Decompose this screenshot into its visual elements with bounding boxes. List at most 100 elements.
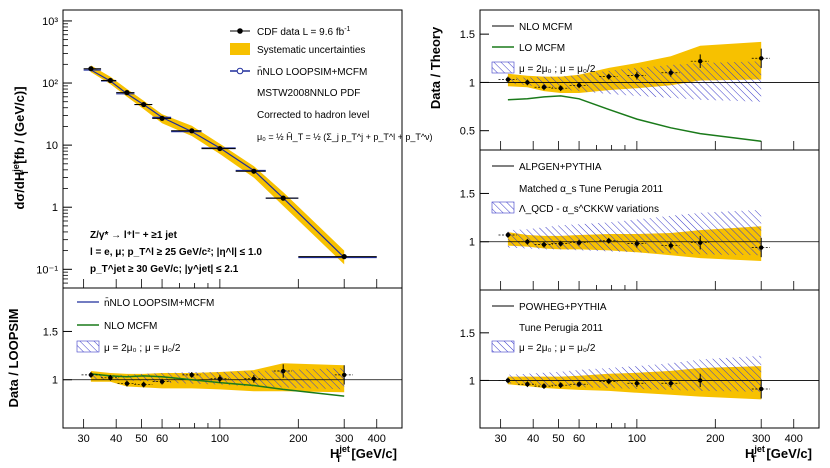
ratio-right-middle-point-0 [505, 232, 511, 238]
ratio-right-upper-ytick-label-2: 1.5 [460, 29, 475, 41]
main-ytick-label-4: 10³ [42, 16, 58, 28]
ratio-left-point-0 [88, 372, 94, 378]
main-ytick-label-1: 1 [52, 202, 58, 214]
ratio-right-upper-point-1 [525, 80, 530, 85]
ratio-right-middle-plot [480, 209, 819, 261]
ratio-right-upper-lo-curve [507, 95, 762, 143]
legend-cdf-marker [237, 28, 243, 34]
ratio-right-middle-point-5 [606, 238, 611, 243]
ratio-right-lower-ytick-label-0: 1 [469, 375, 475, 387]
ratio-left-point-1 [108, 375, 113, 380]
legend-ru-scale-label: μ = 2μ₀ ; μ = μ₀/2 [519, 64, 596, 75]
ratio-right-lower-point-3 [558, 382, 563, 388]
x-tick-label-right-5: 200 [706, 433, 724, 445]
data-point-9 [341, 254, 347, 260]
ratio-right-lower-point-4 [576, 382, 582, 387]
x-tick-label-left-4: 100 [211, 433, 229, 445]
main-syst-band [90, 65, 345, 265]
ratio-right-upper-point-0 [505, 77, 511, 82]
x-tick-label-left-3: 60 [156, 433, 168, 445]
legend-syst-label: Systematic uncertainties [257, 45, 365, 56]
legend-rl-scale-label: μ = 2μ₀ ; μ = μ₀/2 [519, 343, 596, 354]
cuts-box: Z/γ* → l⁺l⁻ + ≥1 jet l = e, μ; p_T^l ≥ 2… [90, 230, 262, 275]
x-axis-title-left: Hjet T [GeV/c] [330, 444, 397, 464]
data-point-0 [88, 66, 94, 72]
x-axis-title-right: Hjet T [GeV/c] [745, 444, 812, 464]
ratio-right-upper-point-7 [668, 70, 674, 75]
ratio-right-lower-point-1 [525, 382, 530, 387]
process-label: Z/γ* → l⁺l⁻ + ≥1 jet [90, 230, 178, 241]
ratio-left-nlo-curve [90, 373, 345, 397]
legend-rl-hatch-swatch [491, 340, 515, 353]
ratio-left-point-9 [341, 372, 347, 378]
ratio-left-panel-frame [62, 287, 403, 429]
main-y-axis-title: dσ/dHjetT[fb / (GeV/c)] [11, 86, 30, 209]
ratio-right-lower-legend: POWHEG+PYTHIA Tune Perugia 2011 μ = 2μ₀ … [491, 302, 607, 354]
data-point-7 [251, 168, 257, 174]
ratio-right-upper-point-5 [606, 74, 611, 79]
ratio-right-middle-ytick-label-1: 1.5 [460, 188, 475, 200]
ratio-right-middle-point-8 [698, 240, 703, 245]
data-point-1 [107, 77, 113, 84]
legend-cdf-label: CDF data L = 9.6 fb-1 [257, 26, 351, 38]
ratio-right-lower-frame [479, 289, 820, 429]
main-plot [83, 65, 377, 265]
scale-definition: μ₀ = ½ Ĥ_T = ½ (Σ_j p_T^j + p_T^l + p_T^… [257, 132, 433, 142]
legend-rm-tune: Matched α_s Tune Perugia 2011 [519, 184, 663, 195]
legend-rl-name: POWHEG+PYTHIA [519, 302, 607, 313]
ratio-right-upper-plot [480, 41, 819, 143]
x-tick-label-right-6: 300 [752, 433, 770, 445]
x-tick-label-right-4: 100 [628, 433, 646, 445]
pdf-label: MSTW2008NNLO PDF [257, 88, 360, 99]
legend-loopsim-label: n̄NLO LOOPSIM+MCFM [257, 65, 367, 78]
data-point-4 [159, 115, 165, 121]
lepton-cuts-label: l = e, μ; p_T^l ≥ 25 GeV/c²; |η^l| ≤ 1.0 [90, 247, 262, 258]
ratio-right-middle-point-3 [558, 241, 563, 246]
ratio-left-plot [63, 363, 402, 397]
data-point-6 [217, 145, 223, 152]
main-ytick-label-3: 10² [42, 78, 58, 90]
x-tick-label-left-5: 200 [289, 433, 307, 445]
ratio-right-middle-ytick-label-0: 1 [469, 237, 475, 249]
ratio-right-lower-point-9 [758, 386, 764, 392]
hadron-level-label: Corrected to hadron level [257, 110, 369, 121]
ratio-left-point-5 [189, 372, 194, 378]
ratio-left-point-8 [281, 368, 286, 374]
legend-rm-hatch-swatch [491, 201, 515, 214]
ratio-right-middle-scale-hatch-band [507, 209, 762, 256]
ratio-right-lower-scale-hatch-band [507, 355, 762, 392]
ratio-right-middle-point-2 [541, 242, 547, 247]
main-loopsim-curve [90, 69, 345, 258]
ratio-right-lower-point-0 [505, 378, 511, 383]
ratio-right-lower-point-2 [541, 383, 547, 389]
legend-rm-var-label: Λ_QCD - α_s^CKKW variations [519, 204, 659, 215]
ratio-right-middle-point-1 [525, 239, 530, 244]
legend-rm-name: ALPGEN+PYTHIA [519, 162, 602, 173]
x-tick-label-right-0: 30 [495, 433, 507, 445]
data-point-2 [124, 90, 130, 96]
legend-ll-loopsim-label: n̄NLO LOOPSIM+MCFM [104, 296, 214, 309]
ratio-right-upper-point-3 [558, 86, 563, 91]
main-legend: CDF data L = 9.6 fb-1 Systematic uncerta… [230, 26, 433, 142]
ratio-right-upper-point-8 [698, 58, 703, 64]
ratio-right-lower-ytick-label-1: 1.5 [460, 328, 475, 340]
ratio-right-middle-point-6 [634, 241, 640, 246]
x-tick-label-right-1: 40 [527, 433, 539, 445]
x-tick-label-left-2: 50 [135, 433, 147, 445]
ratio-right-lower-plot [480, 355, 819, 400]
ratio-right-upper-point-4 [576, 83, 582, 88]
ratio-right-lower-point-7 [668, 381, 674, 386]
ratio-left-point-7 [251, 376, 257, 381]
ratio-right-middle-point-9 [758, 245, 764, 250]
legend-ll-nlo-label: NLO MCFM [104, 321, 157, 332]
axes: 10⁻¹ 1 10 10² 10³ 1 1.5 0.5 1 1.5 1 1.5 1 1.5 30 40 50 60… [36, 16, 820, 445]
legend-ru-hatch-swatch [491, 61, 515, 74]
legend-syst-swatch [230, 43, 250, 55]
data-point-5 [189, 128, 195, 134]
ratio-right-upper-scale-hatch-band [507, 61, 762, 102]
ratio-right-upper-legend: NLO MCFM LO MCFM μ = 2μ₀ ; μ = μ₀/2 [491, 22, 596, 75]
ratio-right-upper-point-6 [634, 73, 640, 78]
legend-ll-scale-label: μ = 2μ₀ ; μ = μ₀/2 [104, 343, 181, 354]
ratio-left-point-3 [141, 382, 146, 387]
